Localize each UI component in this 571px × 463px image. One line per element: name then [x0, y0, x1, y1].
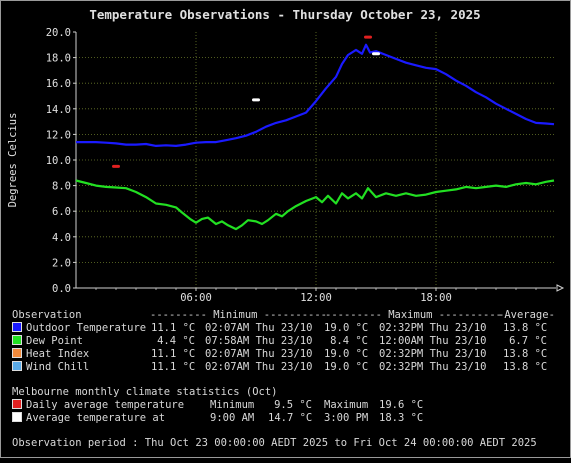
climate-title-text: Melbourne monthly climate statistics (Oc…: [12, 386, 278, 398]
climate-min-value: 14.7 °C: [268, 412, 313, 424]
y-tick-label: 14.0: [46, 104, 71, 116]
max-time: 02:32PM Thu 23/10: [379, 361, 487, 373]
y-tick-label: 18.0: [46, 53, 71, 65]
legend-swatch: [12, 335, 22, 345]
avg-value: 13.8 °C: [503, 361, 548, 373]
legend-swatch: [12, 361, 22, 371]
series-outdoor-temperature: [76, 43, 555, 147]
observation-period: Observation period : Thu Oct 23 00:00:00…: [12, 437, 537, 450]
climate-min-value: 9.5 °C: [274, 399, 312, 411]
max-value: 19.0 °C: [324, 322, 369, 334]
climate-min-label: Minimum: [210, 399, 255, 411]
y-axis-label: Degrees Celcius: [7, 113, 19, 208]
y-tick-label: 8.0: [52, 181, 71, 193]
climate-swatch: [12, 412, 22, 422]
climate-max-label: 3:00 PM: [324, 412, 369, 424]
climate-title: Melbourne monthly climate statistics (Oc…: [12, 386, 278, 399]
observation-period-text: Observation period : Thu Oct 23 00:00:00…: [12, 437, 537, 449]
min-value: 11.1 °C: [151, 348, 196, 360]
min-time: 02:07AM Thu 23/10: [205, 348, 313, 360]
x-tick-label: 12:00: [300, 292, 332, 304]
legend-swatch: [12, 348, 22, 358]
temperature-chart: Temperature Observations - Thursday Octo…: [7, 7, 565, 304]
min-time: 02:07AM Thu 23/10: [205, 322, 313, 334]
max-value: 19.0 °C: [324, 348, 369, 360]
min-value: 11.1 °C: [151, 322, 196, 334]
climate-max-value: 19.6 °C: [379, 399, 424, 411]
climate-marker: [112, 164, 120, 168]
max-value: 19.0 °C: [324, 361, 369, 373]
avg-value: 13.8 °C: [503, 348, 548, 360]
max-value: 8.4 °C: [330, 335, 368, 347]
min-value: 4.4 °C: [157, 335, 195, 347]
table-header: Observation --------- Minimum ----------…: [12, 309, 555, 322]
header-maximum: --------- Maximum ----------: [325, 309, 503, 321]
climate-label: Daily average temperature: [26, 399, 185, 411]
x-axis-arrow: [556, 284, 565, 292]
row-label: Dew Point: [26, 335, 83, 347]
climate-label: Average temperature at: [26, 412, 166, 424]
max-time: 02:32PM Thu 23/10: [379, 348, 487, 360]
max-time: 12:00AM Thu 23/10: [379, 335, 487, 347]
min-value: 11.1 °C: [151, 361, 196, 373]
min-time: 07:58AM Thu 23/10: [205, 335, 313, 347]
row-label: Outdoor Temperature: [26, 322, 147, 334]
climate-marker: [252, 98, 260, 102]
legend-swatch: [12, 322, 22, 332]
header-average: -Average-: [498, 309, 555, 321]
series-dew-point: [75, 179, 555, 231]
header-minimum: --------- Minimum ----------: [150, 309, 328, 321]
climate-max-label: Maximum: [324, 399, 369, 411]
climate-marker: [364, 35, 372, 39]
avg-value: 6.7 °C: [509, 335, 547, 347]
climate-max-value: 18.3 °C: [379, 412, 424, 424]
y-tick-label: 0.0: [52, 283, 71, 295]
y-tick-label: 2.0: [52, 257, 71, 269]
climate-marker: [372, 52, 380, 56]
y-tick-label: 12.0: [46, 129, 71, 141]
max-time: 02:32PM Thu 23/10: [379, 322, 487, 334]
x-tick-label: 06:00: [180, 292, 212, 304]
y-tick-label: 16.0: [46, 78, 71, 90]
y-tick-label: 4.0: [52, 232, 71, 244]
x-tick-label: 18:00: [420, 292, 452, 304]
y-tick-label: 10.0: [46, 155, 71, 167]
chart-title: Temperature Observations - Thursday Octo…: [89, 7, 480, 22]
row-label: Wind Chill: [26, 361, 90, 373]
min-time: 02:07AM Thu 23/10: [205, 361, 313, 373]
row-label: Heat Index: [26, 348, 90, 360]
climate-min-label: 9:00 AM: [210, 412, 255, 424]
header-observation: Observation: [12, 309, 82, 321]
y-tick-label: 20.0: [46, 27, 71, 39]
avg-value: 13.8 °C: [503, 322, 548, 334]
climate-swatch: [12, 399, 22, 409]
y-tick-label: 6.0: [52, 206, 71, 218]
